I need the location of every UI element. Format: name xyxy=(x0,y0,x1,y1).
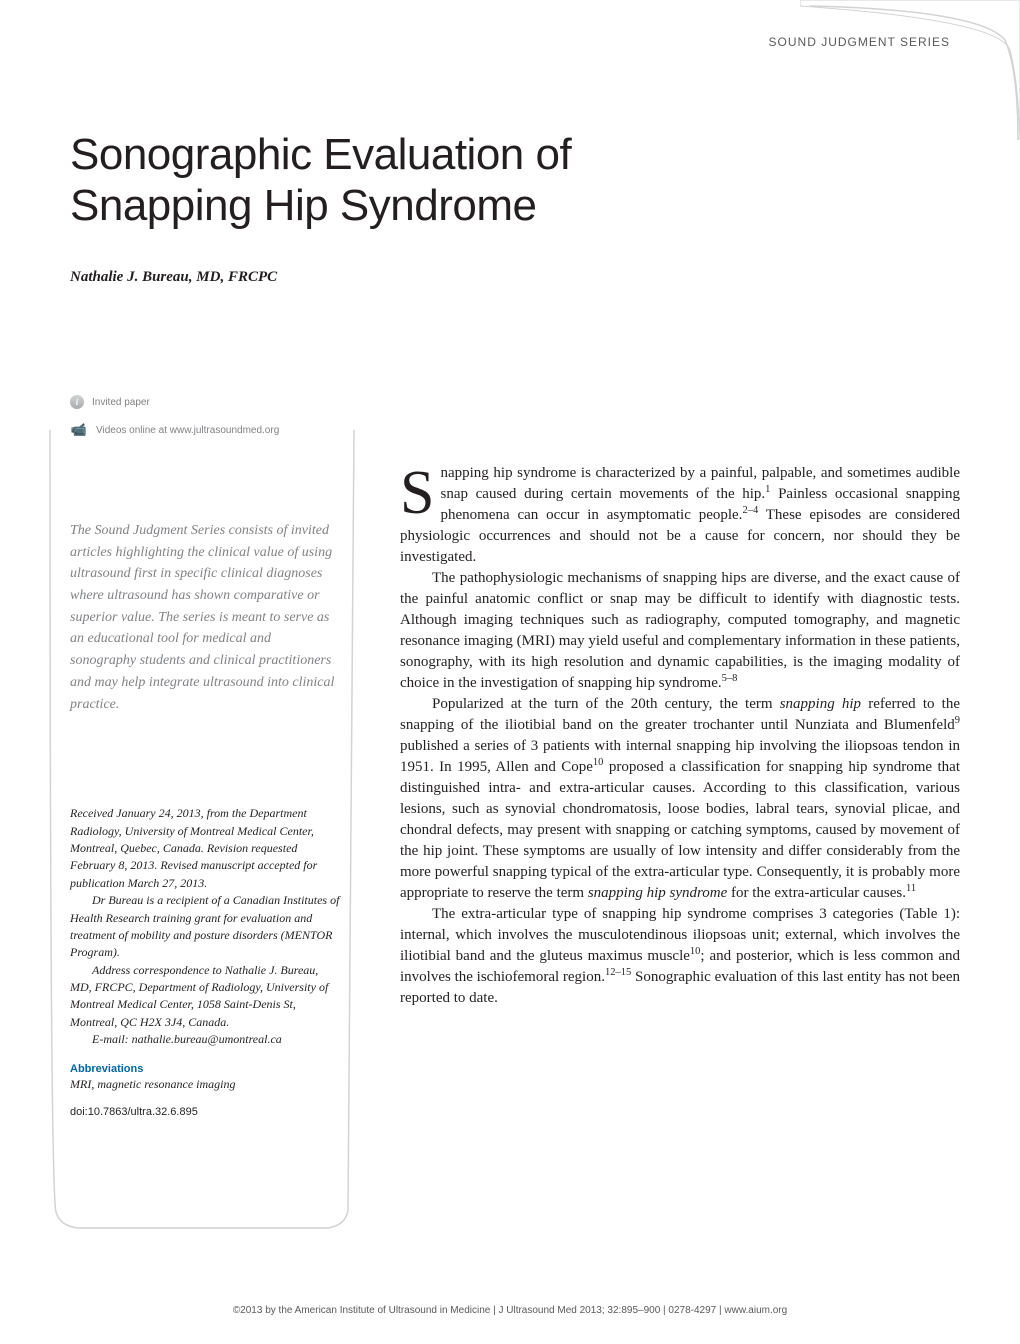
title-line-1: Sonographic Evaluation of xyxy=(70,130,571,179)
body-para-4: The extra-articular type of snapping hip… xyxy=(400,904,960,1009)
sup-5-8: 5–8 xyxy=(722,673,738,684)
badges-block: i Invited paper 📹 Videos online at www.j… xyxy=(70,395,279,451)
sup-10b: 10 xyxy=(690,946,701,957)
body-para-3: Popularized at the turn of the 20th cent… xyxy=(400,694,960,904)
received-para-3: Address correspondence to Nathalie J. Bu… xyxy=(70,962,340,1032)
videos-badge: 📹 Videos online at www.jultrasoundmed.or… xyxy=(70,423,279,437)
abbreviations-text: MRI, magnetic resonance imaging xyxy=(70,1077,340,1092)
email: E-mail: nathalie.bureau@umontreal.ca xyxy=(70,1031,340,1048)
invited-badge: i Invited paper xyxy=(70,395,279,409)
p3-italic-2: snapping hip syndrome xyxy=(588,885,727,901)
corner-border xyxy=(800,0,1020,140)
body-text: Snapping hip syndrome is characterized b… xyxy=(400,463,960,1009)
received-para-1: Received January 24, 2013, from the Depa… xyxy=(70,805,340,892)
sup-9: 9 xyxy=(955,715,960,726)
title-block: Sonographic Evaluation of Snapping Hip S… xyxy=(70,130,950,286)
series-header: SOUND JUDGMENT SERIES xyxy=(769,35,950,49)
title-line-2: Snapping Hip Syndrome xyxy=(70,181,536,230)
info-icon: i xyxy=(70,395,84,409)
p2-text: The pathophysiologic mechanisms of snapp… xyxy=(400,570,960,691)
sup-12-15: 12–15 xyxy=(605,967,631,978)
series-description: The Sound Judgment Series consists of in… xyxy=(70,520,340,715)
video-icon: 📹 xyxy=(70,423,88,437)
series-name: SOUND JUDGMENT SERIES xyxy=(769,35,950,49)
drop-cap: S xyxy=(400,463,440,520)
sup-11: 11 xyxy=(906,883,916,894)
body-para-2: The pathophysiologic mechanisms of snapp… xyxy=(400,568,960,694)
abbreviations-heading: Abbreviations xyxy=(70,1063,340,1075)
article-title: Sonographic Evaluation of Snapping Hip S… xyxy=(70,130,950,231)
videos-label: Videos online at www.jultrasoundmed.org xyxy=(96,425,279,436)
p3-text-a: Popularized at the turn of the 20th cent… xyxy=(432,696,780,712)
left-sidebar: The Sound Judgment Series consists of in… xyxy=(70,520,340,1118)
sup-2-4: 2–4 xyxy=(742,505,758,516)
p3-text-d: proposed a classification for snapping h… xyxy=(400,759,960,901)
invited-label: Invited paper xyxy=(92,397,150,408)
p3-text-e: for the extra-articular causes. xyxy=(727,885,906,901)
page-footer: ©2013 by the American Institute of Ultra… xyxy=(0,1305,1020,1316)
p3-italic-1: snapping hip xyxy=(780,696,861,712)
manuscript-info: Received January 24, 2013, from the Depa… xyxy=(70,805,340,1048)
author: Nathalie J. Bureau, MD, FRCPC xyxy=(70,269,950,286)
body-para-1: Snapping hip syndrome is characterized b… xyxy=(400,463,960,568)
doi: doi:10.7863/ultra.32.6.895 xyxy=(70,1106,340,1118)
received-para-2: Dr Bureau is a recipient of a Canadian I… xyxy=(70,892,340,962)
sup-10: 10 xyxy=(593,757,604,768)
